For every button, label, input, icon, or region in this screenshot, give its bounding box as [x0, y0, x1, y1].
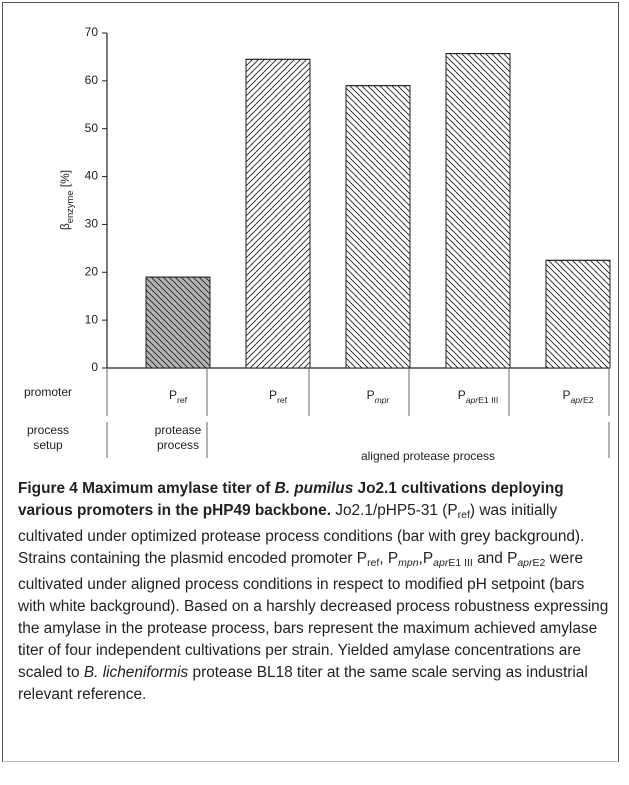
group-label: process: [157, 438, 199, 452]
y-tick-label: 10: [85, 312, 99, 326]
y-tick-label: 30: [85, 217, 99, 231]
caption-text: ref: [367, 557, 380, 569]
caption-text: B. licheniformis: [83, 664, 189, 681]
caption-text: ) was initially cultivated under optimiz…: [18, 502, 585, 567]
caption-text: E1 III: [448, 557, 473, 569]
label-part: apr: [466, 395, 480, 405]
label-part: P: [367, 388, 375, 402]
bar-hatch: [245, 58, 311, 369]
caption-text: B. pumilus: [274, 480, 354, 497]
caption-text: ref: [457, 509, 470, 521]
label-part: P: [458, 388, 466, 402]
caption-text: E2: [532, 557, 546, 569]
label-part: mpr: [375, 395, 391, 405]
group-label: protease: [155, 423, 202, 437]
figure-frame: [2, 2, 619, 762]
y-tick-label: 50: [85, 121, 99, 135]
label-part: β: [58, 223, 72, 230]
bar-hatch: [145, 276, 211, 369]
caption-text: mpn: [398, 557, 419, 569]
y-tick-label: 60: [85, 73, 99, 87]
row-label: process: [27, 423, 69, 437]
label-part: P: [562, 388, 570, 402]
label-part: P: [269, 388, 277, 402]
caption: Figure 4 Maximum amylase titer of B. pum…: [18, 478, 612, 706]
group-label: aligned protease process: [361, 449, 495, 463]
x-tick-label: Pref: [269, 388, 288, 405]
caption-text: Jo2.1/pHP5-31 (P: [331, 502, 458, 519]
label-part: P: [169, 388, 177, 402]
label-part: [%]: [58, 170, 72, 191]
label-part: ref: [177, 395, 188, 405]
y-tick-label: 0: [91, 360, 98, 374]
caption-text: apr: [433, 557, 449, 569]
label-part: enzyme: [65, 191, 75, 224]
label-part: E2: [583, 395, 594, 405]
label-part: ref: [277, 395, 288, 405]
caption-text: apr: [517, 557, 533, 569]
label-part: apr: [570, 395, 584, 405]
x-tick-label: Pref: [169, 388, 188, 405]
x-tick-label: PaprE1 III: [458, 388, 499, 405]
x-tick-label: PaprE2: [562, 388, 593, 405]
y-tick-label: 40: [85, 169, 99, 183]
caption-text: Figure 4 Maximum amylase titer of: [18, 480, 275, 497]
bar-hatch: [445, 53, 511, 369]
y-axis-label: βenzyme [%]: [58, 170, 75, 230]
caption-text: , P: [379, 550, 399, 567]
y-tick-label: 70: [85, 25, 99, 39]
label-part: E1 III: [478, 395, 498, 405]
caption-text: ,P: [418, 550, 434, 567]
bar-hatch: [545, 259, 611, 369]
row-label: promoter: [24, 385, 72, 399]
x-tick-label: Pmpr: [367, 388, 391, 405]
row-label: setup: [33, 438, 63, 452]
caption-text: Jo2.1 cultivations deploying various pro…: [18, 480, 564, 519]
bar-hatch: [345, 85, 411, 369]
caption-text: and P: [472, 550, 518, 567]
caption-text: were cultivated under aligned process co…: [18, 550, 609, 681]
y-tick-label: 20: [85, 264, 99, 278]
caption-text: protease BL18 titer at the same scale se…: [18, 664, 588, 703]
